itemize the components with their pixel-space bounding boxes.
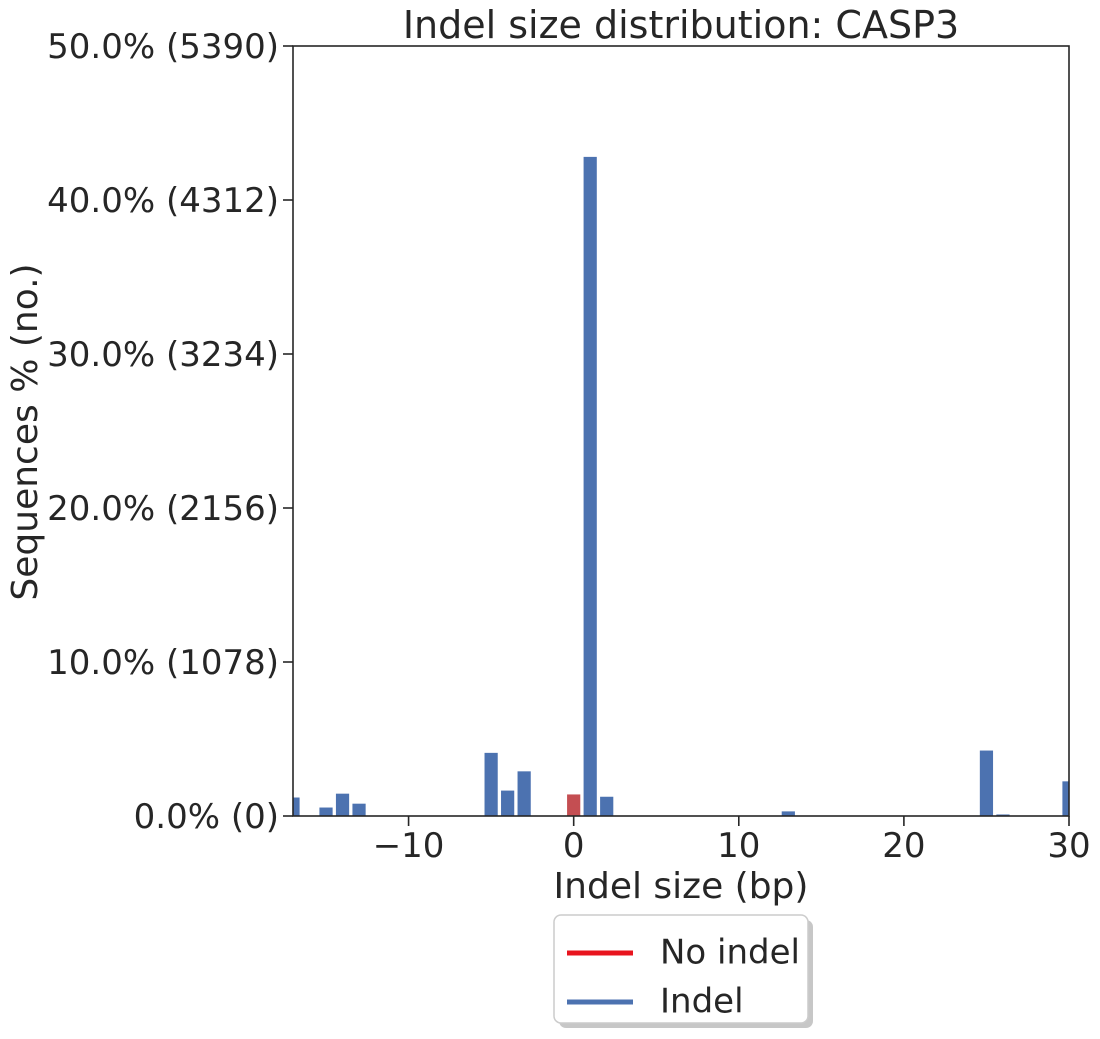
y-tick-label: 10.0% (1078)	[47, 643, 279, 683]
bar-indel-2	[600, 796, 614, 816]
bar-indel-neg3	[517, 771, 531, 816]
x-tick-label: 20	[882, 826, 925, 866]
bar-indel-neg4	[501, 790, 515, 816]
x-tick-label: 0	[563, 826, 585, 866]
bar-indel-25	[979, 750, 994, 816]
bar-indel-13	[781, 811, 795, 816]
bar-indel-30	[1062, 781, 1069, 816]
bar-indel-neg15	[319, 807, 333, 816]
y-tick-label: 50.0% (5390)	[47, 27, 279, 67]
chart-title: Indel size distribution: CASP3	[403, 3, 959, 47]
y-tick-label: 40.0% (4312)	[47, 181, 279, 221]
y-axis-label: Sequences % (no.)	[5, 263, 46, 600]
x-tick-label: −10	[373, 826, 445, 866]
bar-indel-neg17	[293, 797, 300, 816]
plot-frame	[292, 45, 1070, 817]
x-axis-ticks: −10 0 10 20 30	[373, 816, 1091, 866]
y-axis-ticks: 0.0% (0) 10.0% (1078) 20.0% (2156) 30.0% (3…	[47, 27, 293, 837]
legend: No indel Indel	[553, 914, 813, 1028]
x-tick-label: 10	[717, 826, 760, 866]
y-tick-label: 0.0% (0)	[134, 797, 279, 837]
bar-indel-neg14	[335, 793, 350, 816]
x-axis-label: Indel size (bp)	[554, 866, 809, 907]
y-tick-label: 20.0% (2156)	[47, 489, 279, 529]
bar-indel-1	[583, 156, 597, 816]
bar-indel-neg13	[352, 803, 366, 816]
legend-label-no-indel: No indel	[660, 933, 800, 973]
y-tick-label: 30.0% (3234)	[47, 335, 279, 375]
x-tick-label: 30	[1047, 826, 1090, 866]
bar-indel-neg5	[484, 752, 498, 816]
legend-box	[553, 914, 809, 1024]
legend-label-indel: Indel	[660, 982, 744, 1022]
bar-no-indel-0	[567, 794, 581, 816]
bars-layer	[293, 156, 1069, 816]
